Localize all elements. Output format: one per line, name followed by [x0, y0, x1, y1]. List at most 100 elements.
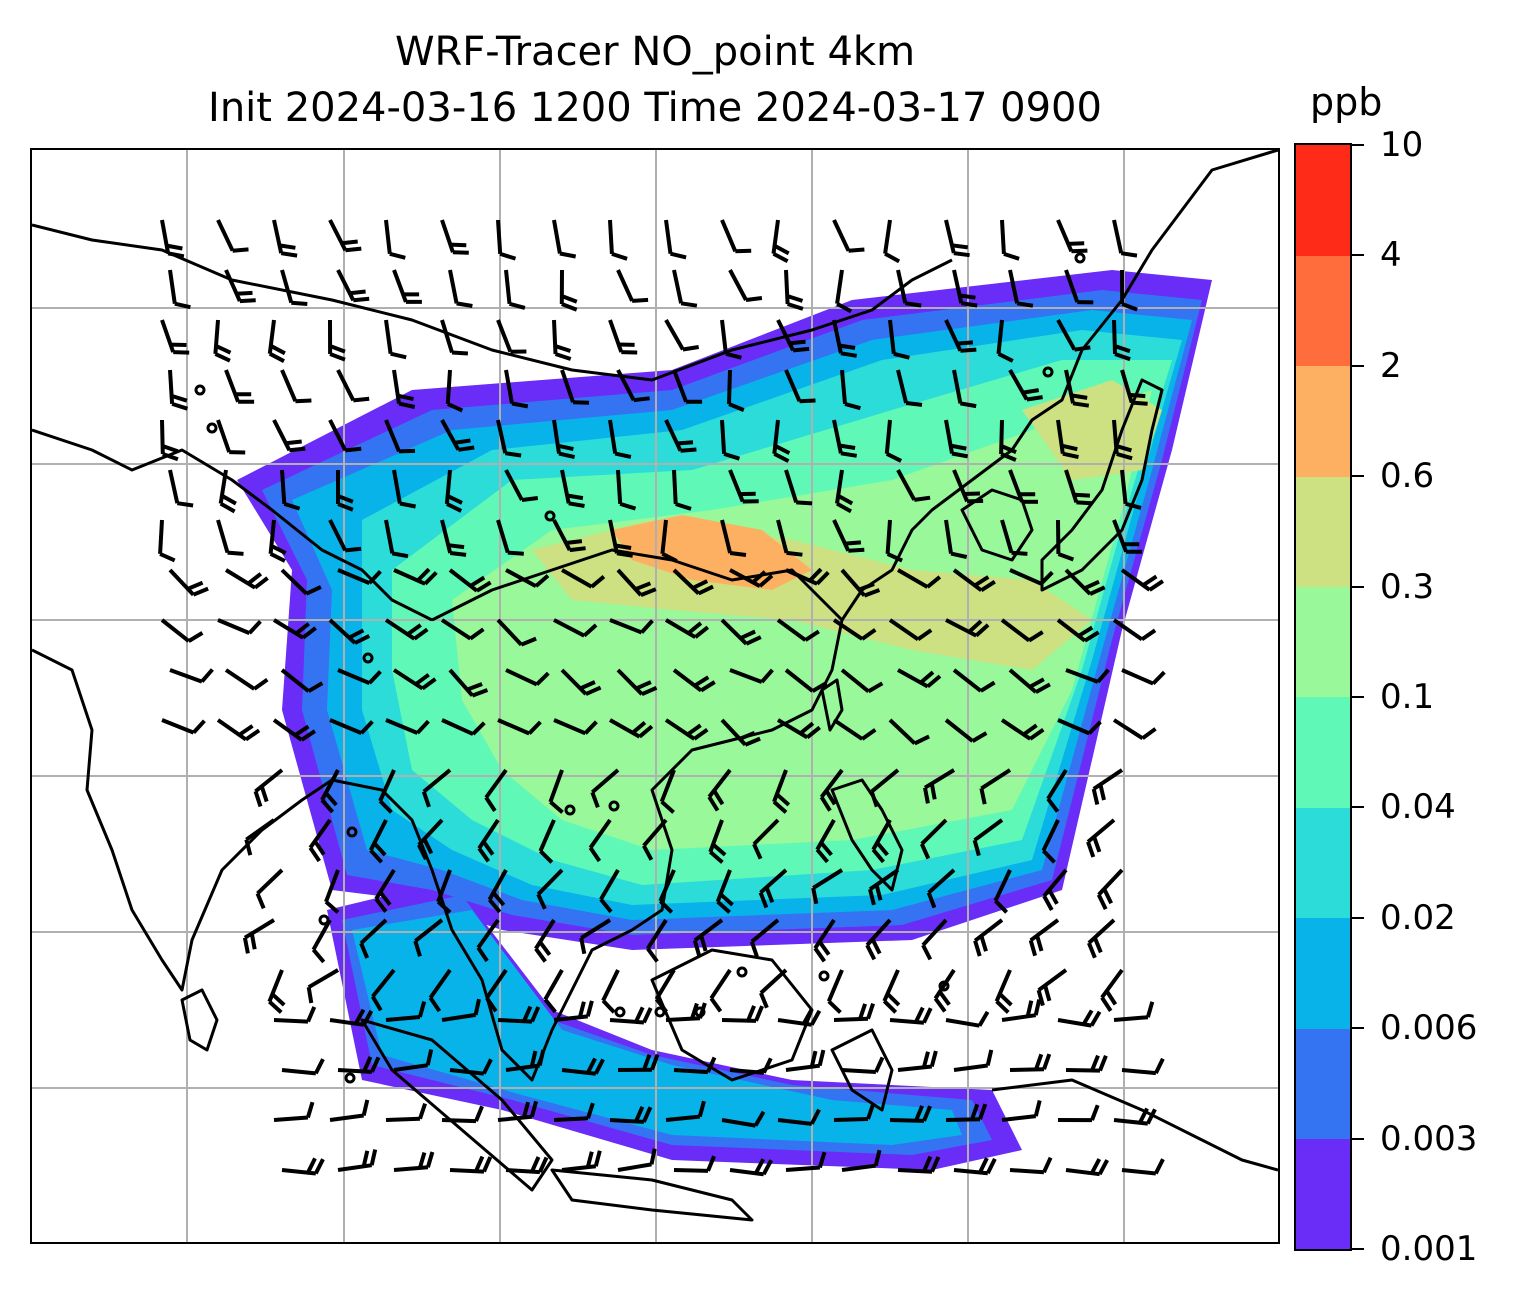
wind-barb	[441, 1105, 484, 1124]
station-marker	[206, 422, 218, 434]
wind-barb	[1100, 968, 1124, 1012]
wind-barb	[385, 1102, 427, 1122]
wind-barb	[497, 1100, 539, 1122]
sumatra-island	[360, 1018, 554, 1192]
wind-barb	[374, 868, 396, 913]
wind-barb	[720, 419, 740, 461]
wind-barb	[393, 1049, 434, 1072]
wind-barb	[448, 668, 489, 698]
wind-barb	[1001, 999, 1042, 1022]
wind-barb	[868, 868, 900, 906]
wind-barb	[561, 1150, 602, 1172]
wind-barb	[944, 718, 988, 743]
wind-barb	[835, 469, 854, 514]
wind-barb	[378, 769, 396, 814]
wind-barb	[658, 869, 676, 914]
colorbar-tick-label: 0.006	[1380, 1008, 1478, 1049]
wind-barb	[616, 568, 657, 597]
wind-barb	[720, 718, 761, 747]
wind-barb	[496, 319, 527, 354]
wind-barb	[888, 618, 933, 641]
java-island	[550, 1168, 754, 1222]
wind-barb	[505, 668, 550, 687]
wind-barb	[896, 568, 942, 589]
wind-barb	[1028, 918, 1060, 957]
wind-barb	[1041, 819, 1060, 864]
wind-barb	[413, 918, 444, 957]
sri-lanka-coast	[180, 988, 219, 1052]
wind-barb	[660, 519, 678, 563]
station-marker	[318, 914, 330, 926]
wind-barb	[784, 269, 804, 311]
wind-barb	[267, 319, 286, 363]
wind-barb	[1121, 1057, 1165, 1076]
wind-barb	[561, 1057, 605, 1076]
wind-barb	[777, 1008, 822, 1027]
wind-barb	[972, 818, 1004, 857]
wind-barb	[444, 469, 463, 513]
wind-barb	[560, 469, 585, 508]
wind-barb	[1113, 1001, 1155, 1022]
wind-barb	[785, 1049, 826, 1072]
wind-barb	[835, 269, 853, 314]
wind-barb	[1087, 918, 1116, 959]
wind-barb	[216, 718, 261, 742]
wind-barb	[158, 519, 176, 563]
wind-barb	[216, 219, 249, 253]
wind-barb	[280, 469, 301, 511]
wind-barb	[538, 819, 556, 864]
wind-barb	[832, 718, 877, 741]
wind-barb	[1112, 219, 1138, 258]
colorbar-tick	[1352, 585, 1364, 588]
colorbar-tick-label: 10	[1380, 125, 1424, 165]
wind-barb	[832, 219, 865, 253]
wind-barb	[1120, 269, 1138, 312]
wind-barb	[944, 519, 968, 559]
wind-barb	[888, 319, 910, 360]
wind-barb	[280, 668, 324, 693]
wind-barb	[776, 319, 810, 353]
station-marker	[544, 510, 556, 522]
wind-barb	[776, 618, 820, 642]
station-markers	[194, 252, 1086, 1084]
wind-barb	[1065, 1054, 1108, 1073]
wind-barb	[505, 1049, 546, 1072]
wind-barb	[1064, 269, 1094, 305]
wind-barb	[673, 1155, 716, 1173]
wind-barb	[720, 618, 762, 646]
wind-barb	[729, 568, 774, 588]
china-east-coast	[840, 150, 1278, 621]
wind-barb	[727, 369, 745, 412]
colorbar-segment	[1296, 476, 1350, 588]
wind-barb	[559, 269, 578, 312]
wind-barb	[440, 618, 485, 641]
wind-barb	[548, 769, 564, 814]
wind-barb	[273, 1101, 315, 1122]
wind-barb	[1121, 1158, 1165, 1176]
map-panel	[30, 148, 1280, 1244]
wind-barb	[784, 469, 813, 506]
wind-barb	[1113, 1107, 1157, 1126]
wind-barb	[616, 269, 649, 303]
wind-barb	[672, 369, 703, 404]
wind-barb	[487, 869, 508, 914]
wind-barb	[832, 618, 877, 641]
wind-barb	[440, 419, 475, 452]
wind-barb	[329, 1008, 374, 1027]
wind-barb	[832, 319, 858, 358]
wind-barb	[1008, 668, 1051, 694]
wind-barb	[897, 1155, 941, 1174]
wind-barb	[496, 419, 522, 458]
wind-barb	[385, 718, 430, 735]
wind-barb	[1000, 718, 1045, 741]
wind-barb	[168, 469, 194, 508]
wind-barb	[484, 768, 508, 812]
wind-barb	[359, 918, 388, 959]
wind-barb	[553, 618, 598, 638]
wind-barb	[280, 269, 308, 306]
station-marker	[564, 804, 576, 816]
wind-barb	[160, 319, 190, 355]
colorbar-tick	[1352, 806, 1364, 809]
wind-barb	[1120, 568, 1165, 592]
colorbar-segment	[1296, 586, 1350, 698]
